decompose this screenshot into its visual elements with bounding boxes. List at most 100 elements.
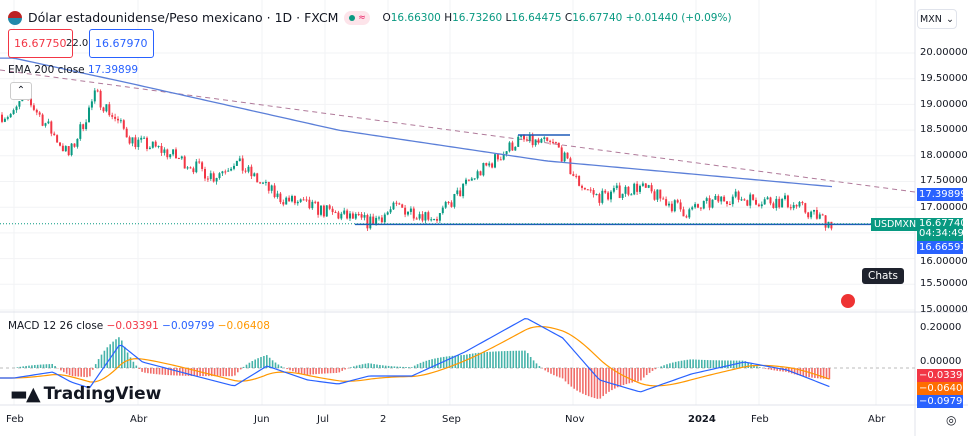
macd-histogram-bar <box>167 368 169 376</box>
macd-histogram-bar <box>605 368 607 394</box>
candle <box>148 147 151 149</box>
candle <box>267 181 270 191</box>
macd-histogram-bar <box>469 353 471 368</box>
candle <box>363 215 366 218</box>
macd-histogram-bar <box>747 362 749 368</box>
macd-histogram-bar <box>147 368 149 374</box>
candle <box>644 183 647 188</box>
ema-200-line <box>0 57 833 188</box>
macd-histogram-bar <box>77 368 80 377</box>
macd-histogram-bar <box>570 368 573 387</box>
macd-histogram-bar <box>573 368 575 389</box>
ema-legend[interactable]: EMA 200 close 17.39899 <box>8 64 139 76</box>
tradingview-logo[interactable]: ▬▲ TradingView <box>10 383 162 405</box>
candle <box>746 200 749 206</box>
macd-line <box>0 318 830 393</box>
macd-histogram-bar <box>135 365 138 368</box>
macd-histogram-bar <box>663 365 665 368</box>
candle <box>752 194 755 200</box>
candle <box>491 163 494 168</box>
candle <box>250 166 253 177</box>
candle <box>450 202 453 207</box>
time-axis-label: Nov <box>565 414 585 425</box>
macd-histogram-bar <box>350 367 352 368</box>
macd-histogram-bar <box>196 368 198 377</box>
macd-histogram-bar <box>442 356 445 368</box>
macd-histogram-bar <box>341 368 343 371</box>
candle <box>795 205 798 207</box>
candle <box>230 168 233 171</box>
candle <box>256 173 259 183</box>
macd-histogram-bar <box>123 346 126 368</box>
candle <box>311 201 314 209</box>
candle <box>615 185 618 189</box>
candle <box>621 193 624 198</box>
settings-icon[interactable]: ◎ <box>946 413 957 427</box>
candle <box>64 146 67 152</box>
macd-histogram-bar <box>361 364 364 368</box>
macd-histogram-bar <box>619 368 622 387</box>
macd-legend[interactable]: MACD 12 26 close −0.03391 −0.09799 −0.06… <box>8 320 270 332</box>
macd-histogram-bar <box>141 368 143 372</box>
candle <box>757 204 760 207</box>
candle <box>238 158 241 161</box>
candle <box>172 149 175 155</box>
candle <box>467 179 470 181</box>
sell-button[interactable]: 16.67750 <box>8 29 73 58</box>
macd-histogram-bar <box>471 353 474 368</box>
symbol-header[interactable]: Dólar estadounidense/Peso mexicano · 1D … <box>8 10 732 25</box>
candle <box>636 183 639 192</box>
candle <box>441 207 444 214</box>
collapse-legend-button[interactable]: ⌃ <box>10 82 32 100</box>
candle <box>659 189 662 199</box>
candle <box>119 120 122 122</box>
macd-histogram-bar <box>245 364 248 368</box>
macd-histogram-bar <box>558 368 561 378</box>
macd-histogram-bar <box>402 366 404 368</box>
buy-button[interactable]: 16.67970 <box>89 29 154 58</box>
macd-histogram-bar <box>364 363 367 368</box>
macd-histogram-bar <box>326 368 329 374</box>
market-status-icon[interactable]: ≈ <box>344 10 371 25</box>
candle <box>540 139 543 143</box>
macd-histogram-bar <box>213 368 216 377</box>
macd-histogram-bar <box>759 367 761 368</box>
macd-histogram-bar <box>121 340 123 368</box>
macd-histogram-bar <box>216 368 219 377</box>
candle <box>389 209 392 213</box>
price-axis-tick: 18.50000 <box>920 124 968 135</box>
candle <box>720 196 723 202</box>
candle <box>102 107 105 112</box>
candle <box>595 194 598 196</box>
candle <box>641 183 644 186</box>
macd-histogram-bar <box>767 368 770 370</box>
candle <box>177 158 180 160</box>
candle <box>810 211 813 218</box>
candle <box>67 146 70 156</box>
macd-histogram-bar <box>222 368 225 377</box>
candle <box>209 173 212 179</box>
macd-histogram-bar <box>445 356 448 368</box>
macd-histogram-bar <box>129 357 132 368</box>
candle <box>291 196 293 202</box>
macd-histogram-bar <box>321 368 323 374</box>
macd-histogram-bar <box>567 368 570 385</box>
macd-histogram-bar <box>396 366 399 368</box>
macd-histogram-bar <box>431 359 433 368</box>
macd-histogram-bar <box>709 360 712 368</box>
candle <box>215 178 218 182</box>
candle <box>755 199 757 205</box>
candle <box>88 107 90 123</box>
macd-histogram-bar <box>796 368 799 376</box>
macd-histogram-bar <box>297 368 300 374</box>
candle <box>401 204 404 208</box>
macd-histogram-bar <box>303 368 306 375</box>
macd-histogram-bar <box>587 368 590 397</box>
macd-histogram-bar <box>553 368 555 376</box>
macd-histogram-bar <box>115 339 117 368</box>
price-axis-tick: 19.00000 <box>920 99 968 110</box>
candle <box>192 168 195 173</box>
currency-select[interactable]: MXN ⌄ <box>917 9 957 29</box>
candle <box>357 214 360 216</box>
